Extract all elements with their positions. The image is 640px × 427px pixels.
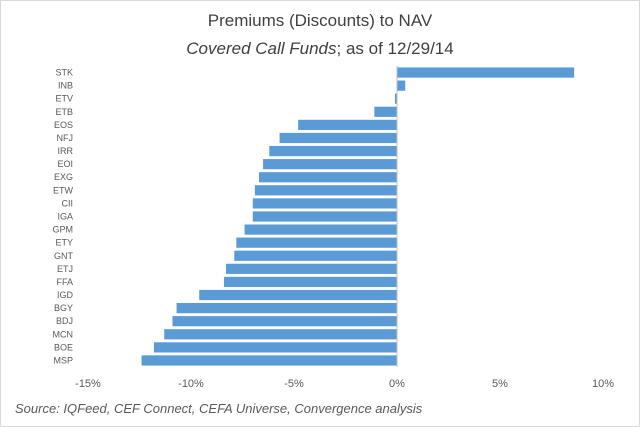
category-label-nfj: NFJ (57, 133, 74, 143)
category-label-stk: STK (55, 68, 73, 78)
bar-ety (236, 237, 397, 248)
bar-msp (141, 355, 397, 366)
chart-subtitle: Covered Call Funds; as of 12/29/14 (0, 39, 640, 59)
category-label-etj: ETJ (57, 264, 73, 274)
bar-bgy (176, 303, 397, 314)
category-label-inb: INB (58, 81, 73, 91)
chart-subtitle-rest: ; as of 12/29/14 (336, 39, 454, 58)
category-label-ety: ETY (55, 238, 73, 248)
category-label-etv: ETV (55, 94, 73, 104)
bar-gpm (244, 224, 397, 235)
category-label-eos: EOS (54, 120, 73, 130)
bar-etb (374, 106, 397, 117)
bar-mcn (164, 329, 397, 340)
category-label-igd: IGD (57, 290, 74, 300)
bar-iga (252, 211, 397, 222)
category-label-gpm: GPM (52, 225, 73, 235)
bar-cii (252, 198, 397, 209)
bar-stk (397, 67, 575, 78)
bar-boe (153, 342, 397, 353)
bar-ffa (223, 276, 397, 288)
category-label-bgy: BGY (54, 303, 73, 313)
category-label-etb: ETB (55, 107, 73, 117)
x-tick-label: 0% (389, 378, 405, 390)
bar-gnt (234, 250, 397, 261)
chart-subtitle-italic: Covered Call Funds (186, 39, 337, 58)
bar-nfj (279, 132, 397, 144)
x-tick-label: -5% (284, 378, 304, 390)
chart-title: Premiums (Discounts) to NAV (207, 11, 433, 30)
x-tick-label: 10% (592, 378, 614, 390)
bar-irr (269, 145, 397, 157)
category-label-eoi: EOI (57, 159, 73, 169)
bar-bdj (172, 316, 397, 327)
bar-eos (298, 119, 397, 130)
category-label-bdj: BDJ (56, 316, 73, 326)
category-label-exg: EXG (54, 172, 73, 182)
category-label-ffa: FFA (56, 277, 73, 287)
category-label-mcn: MCN (53, 329, 74, 339)
category-label-gnt: GNT (54, 251, 74, 261)
bar-igd (199, 289, 397, 301)
category-label-iga: IGA (57, 212, 73, 222)
bar-eoi (263, 159, 397, 170)
bar-etv (394, 93, 397, 104)
x-tick-label: -15% (75, 378, 101, 390)
x-tick-label: 5% (492, 378, 508, 390)
category-label-cii: CII (61, 198, 73, 208)
source-note: Source: IQFeed, CEF Connect, CEFA Univer… (15, 401, 423, 416)
category-label-msp: MSP (53, 355, 73, 365)
bar-inb (397, 80, 406, 91)
x-tick-label: -10% (178, 378, 204, 390)
bar-exg (258, 172, 397, 183)
category-label-boe: BOE (54, 342, 73, 352)
bar-etj (226, 263, 397, 274)
category-label-etw: ETW (53, 185, 74, 195)
category-label-irr: IRR (58, 146, 74, 156)
bar-etw (254, 185, 397, 196)
